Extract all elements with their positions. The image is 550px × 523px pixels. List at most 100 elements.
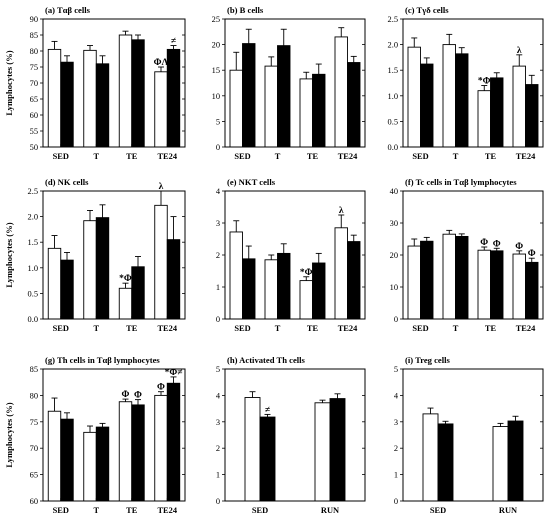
bar <box>347 62 361 148</box>
bars <box>422 407 524 502</box>
panel-3: (c) Tγδ cells 0.0 0.5 1.0 1.5 2.0 2.5 SED T TE TE2… <box>388 5 544 161</box>
x-category-label: TE24 <box>157 506 177 515</box>
y-tick-label: 85 <box>30 365 38 374</box>
bar <box>242 43 256 148</box>
panel-title: (f) Tc cells in Tαβ lymphocytes <box>405 177 517 187</box>
panel-7: (g) Th cells in Tαβ lymphocytes Lymphocyt… <box>4 355 186 515</box>
significance-mark: Φ <box>134 391 142 401</box>
significance-mark: *Φ <box>300 268 313 278</box>
bar <box>118 401 133 502</box>
significance-mark: *Φ≠ <box>165 368 183 378</box>
bar <box>83 431 97 502</box>
bar <box>131 266 145 320</box>
x-category-label: RUN <box>499 506 517 515</box>
bars <box>229 214 361 320</box>
x-category-label: SED <box>53 152 69 161</box>
x-category-label: RUN <box>321 506 339 515</box>
y-tick-label: 2 <box>216 444 220 453</box>
y-axis-label: Lymphocytes (%) <box>4 222 14 287</box>
bar <box>525 261 539 320</box>
x-category-label: TE24 <box>516 152 536 161</box>
x-category-label: SED <box>430 506 446 515</box>
bar <box>244 397 261 502</box>
bar <box>166 48 181 148</box>
bar <box>329 398 346 502</box>
panel-title: (b) B cells <box>227 5 264 15</box>
bar <box>422 413 439 502</box>
y-tick-label: 70 <box>30 79 38 88</box>
panel-2: (b) B cells 0 5 10 15 20 25 SED T TE TE24 <box>212 5 366 161</box>
plot-frame <box>42 190 186 320</box>
bar <box>407 46 421 148</box>
bar <box>299 280 313 320</box>
bars <box>47 30 181 148</box>
x-category-label: T <box>453 324 459 333</box>
y-tick-label: 1 <box>216 283 220 292</box>
plot-frame <box>224 18 366 148</box>
panel-1: (a) Tαβ cells Lymphocytes (%) 50 55 60 65 70 75… <box>4 5 186 161</box>
x-category-label: T <box>93 506 99 515</box>
bar <box>442 233 456 320</box>
y-tick-label: 1.0 <box>28 264 38 273</box>
y-tick-label: 5 <box>216 365 220 374</box>
bar <box>154 394 168 502</box>
panel-title: (e) NKT cells <box>227 177 276 187</box>
y-tick-label: 2.0 <box>388 41 398 50</box>
bar <box>477 90 491 148</box>
bar <box>437 423 454 502</box>
y-tick-label: 1 <box>216 471 220 480</box>
y-tick-label: 3 <box>216 418 220 427</box>
y-tick-label: 15 <box>212 66 220 75</box>
bar <box>95 426 110 502</box>
panel-9: (i) Treg cells 0 1 2 3 4 5 SED RUN <box>394 355 544 515</box>
x-category-label: SED <box>53 324 69 333</box>
y-tick-label: 50 <box>30 143 38 152</box>
x-category-label: SED <box>53 506 69 515</box>
y-tick-label: 80 <box>30 391 38 400</box>
bar <box>131 39 145 148</box>
bar <box>95 63 110 148</box>
bars <box>47 190 181 320</box>
significance-mark: ≠ <box>265 405 270 415</box>
x-category-label: TE <box>126 152 138 161</box>
bar <box>131 404 145 502</box>
y-tick-label: 0.5 <box>28 289 38 298</box>
y-tick-label: 2.5 <box>388 15 398 24</box>
bar <box>507 420 524 502</box>
x-category-label: T <box>453 152 459 161</box>
plot-frame <box>402 190 544 320</box>
x-category-label: TE <box>126 324 138 333</box>
bars <box>244 391 346 502</box>
panel-title: (d) NK cells <box>45 177 89 187</box>
panel-title: (a) Tαβ cells <box>45 5 91 15</box>
x-category-label: T <box>93 152 99 161</box>
y-tick-label: 20 <box>390 251 398 260</box>
y-tick-label: 0 <box>216 315 220 324</box>
bars <box>47 376 181 502</box>
y-tick-label: 2 <box>394 444 398 453</box>
bars <box>407 229 539 320</box>
significance-mark: ΦΛ <box>154 58 169 68</box>
y-tick-label: 4 <box>216 187 221 196</box>
x-category-label: SED <box>252 506 268 515</box>
bar <box>118 34 133 148</box>
x-category-label: SED <box>412 152 428 161</box>
plot-frame <box>224 368 366 502</box>
bar <box>442 44 456 148</box>
bar <box>83 220 97 320</box>
bar <box>299 78 313 148</box>
y-tick-label: 30 <box>390 219 398 228</box>
bar <box>60 259 74 320</box>
bar <box>95 217 110 320</box>
y-tick-label: 0 <box>216 497 220 506</box>
x-category-label: TE24 <box>157 324 177 333</box>
bar <box>166 239 181 320</box>
plot-frame <box>402 368 544 502</box>
y-tick-label: 0.5 <box>388 117 398 126</box>
y-tick-label: 1.0 <box>388 92 398 101</box>
significance-mark: Φ <box>480 238 488 248</box>
significance-mark: Φ <box>515 242 523 252</box>
y-tick-label: 4 <box>394 391 399 400</box>
bar <box>118 287 133 320</box>
bar <box>259 416 276 502</box>
